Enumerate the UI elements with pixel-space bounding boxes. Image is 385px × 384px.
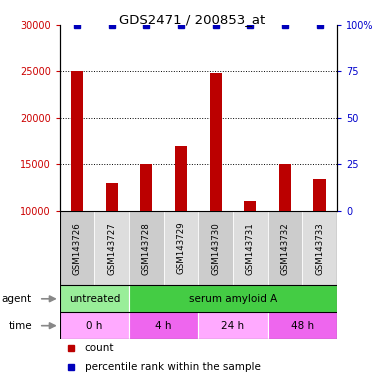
Text: serum amyloid A: serum amyloid A xyxy=(189,294,277,304)
Bar xyxy=(60,211,94,285)
Bar xyxy=(279,164,291,211)
Bar xyxy=(129,312,198,339)
Text: GSM143730: GSM143730 xyxy=(211,222,220,275)
Bar xyxy=(198,312,268,339)
Bar xyxy=(129,211,164,285)
Text: percentile rank within the sample: percentile rank within the sample xyxy=(85,362,261,372)
Text: GSM143733: GSM143733 xyxy=(315,222,324,275)
Bar xyxy=(140,164,152,211)
Text: GSM143729: GSM143729 xyxy=(176,222,186,275)
Bar xyxy=(60,312,129,339)
Text: GSM143726: GSM143726 xyxy=(72,222,82,275)
Bar xyxy=(233,211,268,285)
Text: GSM143727: GSM143727 xyxy=(107,222,116,275)
Text: agent: agent xyxy=(2,294,32,304)
Text: count: count xyxy=(85,343,114,353)
Text: 24 h: 24 h xyxy=(221,321,244,331)
Bar xyxy=(244,201,256,211)
Text: GSM143728: GSM143728 xyxy=(142,222,151,275)
Bar xyxy=(71,71,83,211)
Text: GSM143731: GSM143731 xyxy=(246,222,255,275)
Text: time: time xyxy=(8,321,32,331)
Bar xyxy=(94,211,129,285)
Text: 4 h: 4 h xyxy=(156,321,172,331)
Bar xyxy=(209,73,222,211)
Bar xyxy=(60,285,129,312)
Text: GSM143732: GSM143732 xyxy=(280,222,290,275)
Bar xyxy=(129,285,337,312)
Text: GDS2471 / 200853_at: GDS2471 / 200853_at xyxy=(119,13,266,26)
Text: 48 h: 48 h xyxy=(291,321,314,331)
Bar xyxy=(302,211,337,285)
Text: 0 h: 0 h xyxy=(86,321,102,331)
Bar xyxy=(198,211,233,285)
Bar xyxy=(164,211,198,285)
Bar xyxy=(268,312,337,339)
Bar xyxy=(105,183,118,211)
Text: untreated: untreated xyxy=(69,294,120,304)
Bar xyxy=(268,211,302,285)
Bar xyxy=(175,146,187,211)
Bar xyxy=(313,179,326,211)
